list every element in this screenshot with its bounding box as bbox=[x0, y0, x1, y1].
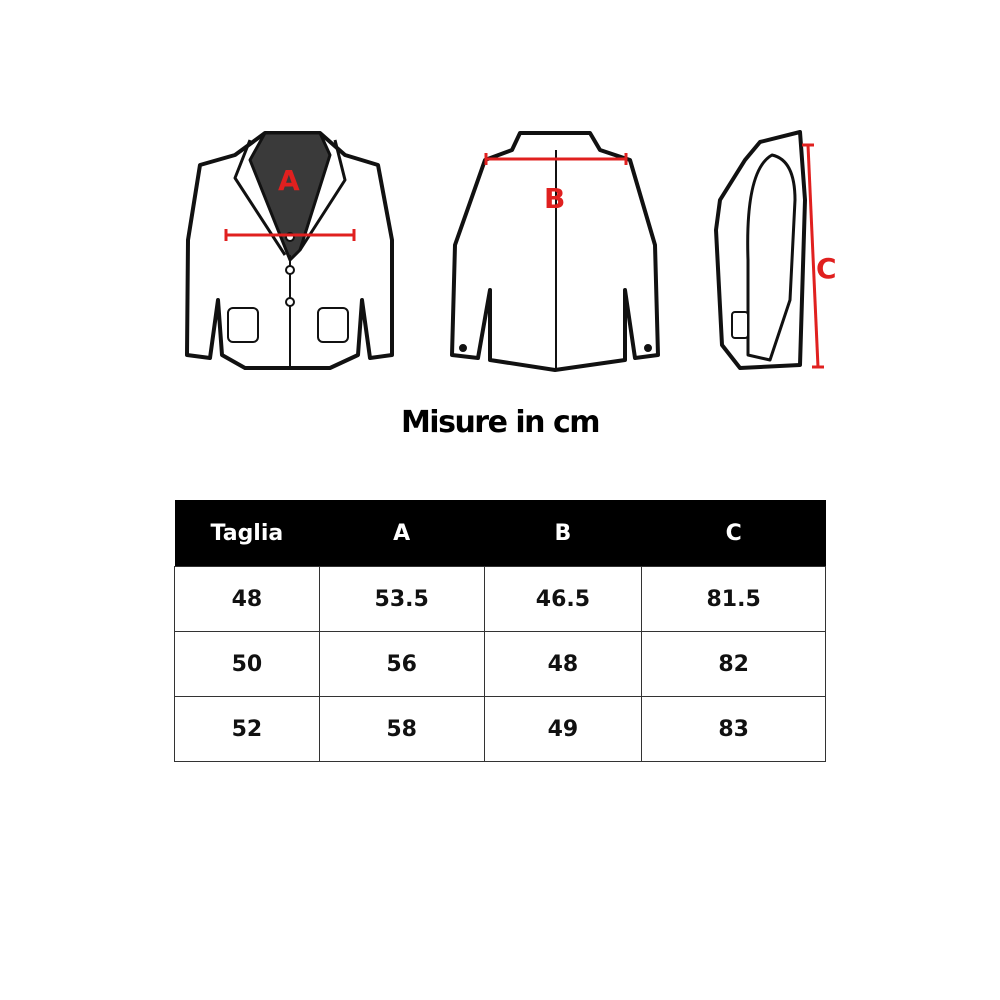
cell-b: 49 bbox=[483, 696, 643, 762]
label-c: C bbox=[816, 252, 837, 285]
page-title: Misure in cm bbox=[400, 405, 601, 440]
header-size: Taglia bbox=[174, 500, 320, 567]
label-a: A bbox=[278, 164, 300, 197]
cell-c: 82 bbox=[641, 631, 826, 697]
table-header-row: Taglia A B C bbox=[174, 500, 826, 567]
table-row: 48 53.5 46.5 81.5 bbox=[174, 566, 826, 632]
side-jacket-drawing bbox=[714, 130, 807, 370]
header-b: B bbox=[484, 500, 642, 567]
table-row: 52 58 49 83 bbox=[174, 696, 826, 762]
cell-a: 56 bbox=[318, 631, 485, 697]
cell-c: 83 bbox=[641, 696, 826, 762]
back-measure-line bbox=[484, 153, 628, 165]
jacket-illustrations: A B C bbox=[185, 130, 837, 372]
size-table: Taglia A B C 48 53.5 46.5 81.5 50 56 48 … bbox=[174, 500, 826, 762]
cell-size: 52 bbox=[174, 696, 320, 762]
label-b: B bbox=[544, 182, 565, 215]
header-a: A bbox=[319, 500, 485, 567]
cell-b: 46.5 bbox=[483, 566, 643, 632]
cell-size: 50 bbox=[174, 631, 320, 697]
header-c: C bbox=[641, 500, 826, 567]
cell-size: 48 bbox=[174, 566, 320, 632]
side-measure-line bbox=[802, 143, 824, 369]
front-measure-line bbox=[224, 229, 356, 241]
table-row: 50 56 48 82 bbox=[174, 631, 826, 697]
back-jacket-drawing bbox=[450, 131, 660, 372]
cell-b: 48 bbox=[483, 631, 643, 697]
cell-a: 53.5 bbox=[318, 566, 485, 632]
cell-a: 58 bbox=[318, 696, 485, 762]
front-jacket-drawing bbox=[185, 131, 394, 370]
cell-c: 81.5 bbox=[641, 566, 826, 632]
